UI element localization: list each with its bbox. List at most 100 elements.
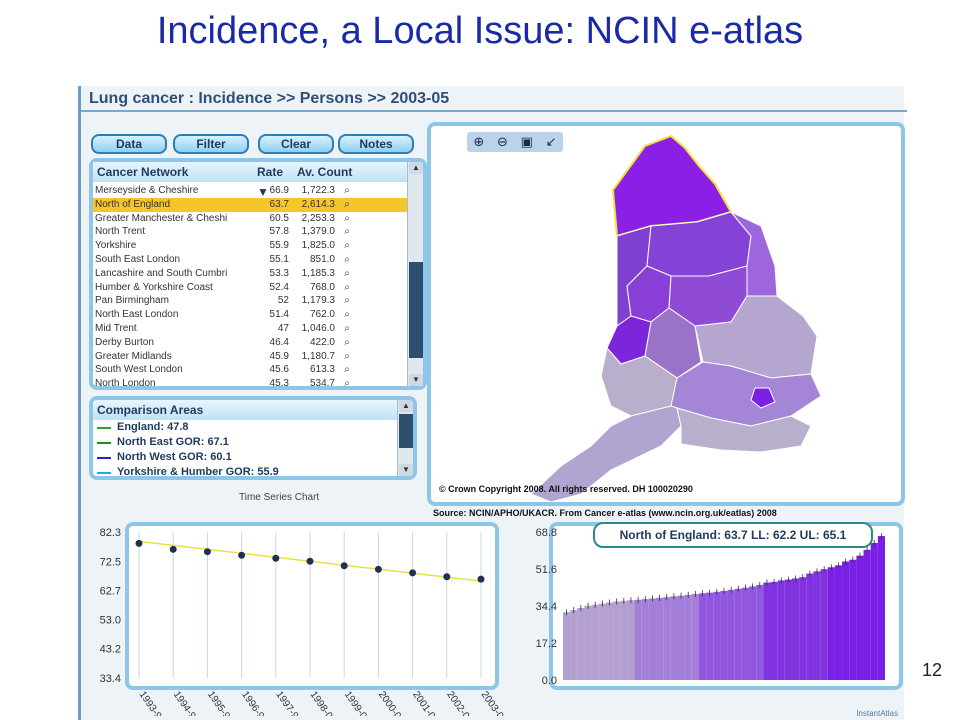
comparison-label: Yorkshire & Humber GOR: 55.9 [117,466,279,478]
map-source: Source: NCIN/APHO/UKACR. From Cancer e-a… [433,508,777,518]
cell-rate: 52 [277,295,289,307]
comparison-item[interactable]: North East GOR: 67.1 [93,435,413,450]
table-row[interactable]: Greater Manchester & Cheshi 60.5 2,253.3 ⌕ [93,212,407,226]
cell-count: 851.0 [309,253,335,265]
scroll-thumb[interactable] [409,262,423,358]
england-map[interactable] [431,126,901,503]
bar [727,589,735,680]
rate-label: Rate [257,165,284,179]
magnify-icon[interactable]: ⌕ [344,281,350,293]
table-row[interactable]: Yorkshire 55.9 1,825.0 ⌕ [93,239,407,253]
magnify-icon[interactable]: ⌕ [344,212,350,224]
scroll-down-icon[interactable]: ▼ [409,374,423,386]
magnify-icon[interactable]: ⌕ [344,185,350,196]
table-row[interactable]: Greater Midlands 45.9 1,180.7 ⌕ [93,350,407,364]
table-row[interactable]: Merseyside & Cheshire 66.9 1,722.3 ⌕ [93,184,407,198]
bar [563,612,571,680]
table-row[interactable]: North of England 63.7 2,614.3 ⌕ [93,197,407,212]
comparison-title: Comparison Areas [93,400,413,420]
magnify-icon[interactable]: ⌕ [344,267,350,279]
scroll-down-icon[interactable]: ▼ [399,464,413,476]
map-panel[interactable]: ⊕ ⊖ ▣ ↙ © Crown Copyright 2008. All righ… [427,122,905,506]
magnify-icon[interactable]: ⌕ [344,198,350,210]
legend-swatch [97,441,111,444]
table-row[interactable]: South East London 55.1 851.0 ⌕ [93,253,407,267]
bar [756,584,764,680]
magnify-icon[interactable]: ⌕ [344,378,350,390]
table-row[interactable]: South West London 45.6 613.3 ⌕ [93,363,407,377]
bar-chart-svg [563,533,885,680]
data-point [169,545,177,553]
comparison-list: England: 47.8 North East GOR: 67.1 North W… [93,420,413,478]
scroll-thumb[interactable] [399,414,413,448]
table-row[interactable]: North London 45.3 534.7 ⌕ [93,377,407,391]
bar [827,567,835,680]
y-tick-label: 34.4 [536,601,557,613]
cell-rate: 45.3 [269,378,289,390]
bar [777,580,785,680]
bar [799,577,807,680]
scroll-up-icon[interactable]: ▲ [409,162,423,174]
comparison-item[interactable]: Yorkshire & Humber GOR: 55.9 [93,465,413,478]
time-series-chart [125,522,499,690]
bar-chart-axes: 68.8 51.6 34.4 17.2 0.0 [536,527,557,687]
comparison-item[interactable]: North West GOR: 60.1 [93,450,413,465]
cell-count: 2,253.3 [301,212,335,224]
table-row[interactable]: North East London 51.4 762.0 ⌕ [93,308,407,322]
column-header-network[interactable]: Cancer Network [97,165,189,179]
column-header-rate[interactable]: Rate ▼ [257,162,297,199]
table-scrollbar[interactable]: ▲ ▼ [407,162,423,386]
comparison-label: England: 47.8 [117,421,189,433]
data-point [272,554,280,562]
clear-button[interactable]: Clear [258,134,334,154]
data-button[interactable]: Data [91,134,167,154]
legend-swatch [97,471,111,474]
bar [784,579,792,680]
bar [670,596,678,680]
magnify-icon[interactable]: ⌕ [344,350,350,362]
bar [713,591,721,680]
bar [856,555,864,680]
filter-button[interactable]: Filter [173,134,249,154]
bar [834,565,843,680]
cell-count: 1,180.7 [301,350,335,362]
table-row[interactable]: Lancashire and South Cumbri 53.3 1,185.3 ⌕ [93,267,407,281]
bar [691,593,699,680]
table-row[interactable]: Mid Trent 47 1,046.0 ⌕ [93,322,407,336]
map-south [676,407,812,453]
zoom-previous-icon[interactable]: ↙ [545,134,557,149]
notes-button[interactable]: Notes [338,134,414,154]
comparison-item[interactable]: England: 47.8 [93,420,413,435]
zoom-in-icon[interactable]: ⊕ [473,134,485,149]
magnify-icon[interactable]: ⌕ [344,295,350,307]
x-tick-label: 1999-01 [342,689,372,716]
magnify-icon[interactable]: ⌕ [344,226,350,238]
table-row[interactable]: Pan Birmingham 52 1,179.3 ⌕ [93,294,407,308]
y-tick-label: 68.8 [536,527,557,539]
cell-count: 762.0 [309,309,335,321]
bar [641,599,649,680]
x-tick-label: 2000-02 [376,689,406,716]
zoom-extent-icon[interactable]: ▣ [520,134,533,149]
magnify-icon[interactable]: ⌕ [344,309,350,321]
magnify-icon[interactable]: ⌕ [344,322,350,334]
magnify-icon[interactable]: ⌕ [344,240,350,252]
table-row[interactable]: Derby Burton 46.4 422.0 ⌕ [93,336,407,350]
table-row[interactable]: North Trent 57.8 1,379.0 ⌕ [93,225,407,239]
comparison-scrollbar[interactable]: ▲ ▼ [397,400,413,476]
table-row[interactable]: Humber & Yorkshire Coast 52.4 768.0 ⌕ [93,281,407,295]
y-tick-label: 72.5 [100,556,121,568]
cell-network: Greater Midlands [95,350,172,362]
data-point [135,539,143,547]
slide-title: Incidence, a Local Issue: NCIN e-atlas [156,10,804,52]
scroll-up-icon[interactable]: ▲ [399,400,413,412]
column-header-count[interactable]: Av. Count [297,165,353,179]
magnify-icon[interactable]: ⌕ [344,253,350,265]
cell-network: Yorkshire [95,240,137,252]
zoom-out-icon[interactable]: ⊖ [497,134,508,149]
magnify-icon[interactable]: ⌕ [344,336,350,348]
magnify-icon[interactable]: ⌕ [344,364,350,376]
table-header: Cancer Network Rate ▼ Av. Count [93,162,423,199]
bar [806,573,814,680]
bar [820,569,828,680]
